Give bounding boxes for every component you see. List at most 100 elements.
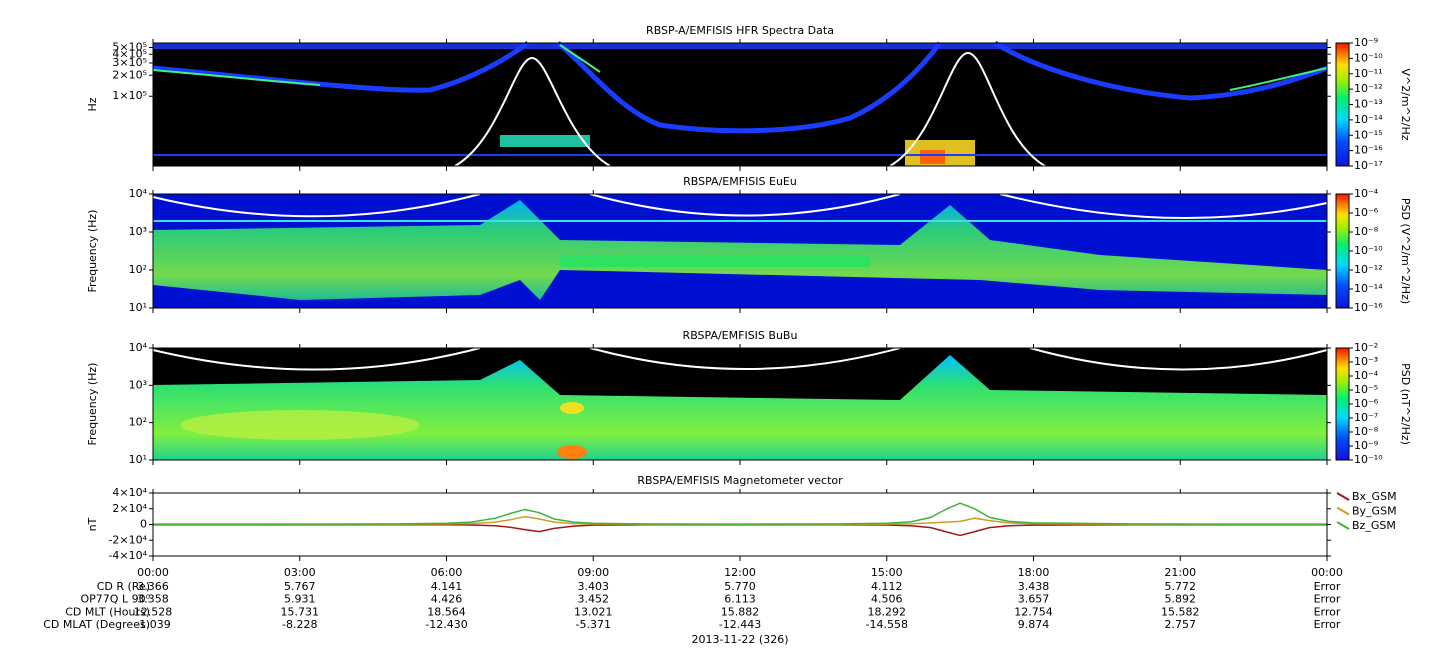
plot-frame: [152, 347, 1328, 461]
colorbar: [1335, 42, 1350, 167]
plot-frame: [152, 492, 1328, 557]
ephemeris-value: 12.528: [134, 605, 173, 618]
ephemeris-value: 15.582: [1161, 605, 1200, 618]
ephemeris-value: 5.767: [284, 580, 316, 593]
y-axis-label: nT: [86, 517, 99, 531]
ephemeris-value: 6.113: [724, 593, 756, 606]
y-tick-label: 10³: [129, 378, 147, 391]
ephemeris-value: 5.770: [724, 580, 756, 593]
colorbar-tick-label: 10⁻⁴: [1354, 187, 1379, 200]
ephemeris-value: 4.112: [871, 580, 903, 593]
colorbar-tick-label: 10⁻¹⁰: [1354, 244, 1383, 257]
ephemeris-value: 5.931: [284, 593, 316, 606]
y-axis-label: Frequency (Hz): [86, 210, 99, 293]
y-axis-label: Hz: [86, 97, 99, 111]
ephemeris-value: Error: [1314, 605, 1341, 618]
colorbar-tick-label: 10⁻¹⁴: [1354, 113, 1383, 126]
colorbar: [1335, 347, 1350, 461]
colorbar-tick-label: 10⁻¹¹: [1354, 67, 1383, 80]
ephemeris-value: 5.772: [1165, 580, 1197, 593]
y-tick-label: 0: [140, 518, 147, 531]
y-axis-label: Frequency (Hz): [86, 363, 99, 446]
colorbar-tick-label: 10⁻¹³: [1354, 98, 1383, 111]
x-tick-label: 21:00: [1164, 566, 1196, 579]
ephemeris-value: 3.657: [1018, 593, 1050, 606]
data-line: [153, 502, 1327, 525]
colorbar-tick-label: 10⁻¹⁰: [1354, 51, 1383, 64]
y-tick-label: 10¹: [129, 453, 147, 466]
ephemeris-value: 15.731: [281, 605, 320, 618]
spectrogram-image: [152, 347, 1328, 460]
colorbar-tick-label: 10⁻¹⁰: [1354, 453, 1383, 466]
ephemeris-value: 4.506: [871, 593, 903, 606]
x-tick-label: 12:00: [724, 566, 756, 579]
y-tick-label: 5×10⁵: [112, 40, 147, 53]
colorbar-tick-label: 10⁻¹⁵: [1354, 128, 1383, 141]
y-tick-label: 10³: [129, 225, 147, 238]
colorbar-tick-label: 10⁻¹²: [1354, 82, 1383, 95]
legend-label: Bz_GSM: [1352, 519, 1396, 532]
ephemeris-value: 15.882: [721, 605, 760, 618]
y-tick-label: 3×10⁵: [112, 56, 147, 69]
colorbar-tick-label: 10⁻⁸: [1354, 225, 1379, 238]
ephemeris-label: CD R (Re): [97, 580, 150, 593]
ephemeris-label: CD MLT (Hours): [65, 605, 150, 618]
ephemeris-value: 3.438: [1018, 580, 1050, 593]
x-tick-label: 00:00: [137, 566, 169, 579]
y-tick-label: 10²: [129, 263, 147, 276]
y-tick-label: 1×10⁵: [112, 89, 147, 102]
legend-label: By_GSM: [1352, 505, 1397, 518]
legend-swatch: [1336, 506, 1350, 516]
colorbar-tick-label: 10⁻⁶: [1354, 397, 1379, 410]
colorbar-label: PSD (V^2/m^2/Hz): [1399, 198, 1412, 304]
x-tick-label: 15:00: [871, 566, 903, 579]
ephemeris-value: -8.228: [282, 618, 317, 631]
spectrogram-image: [152, 40, 1328, 167]
ephemeris-value: 3.403: [578, 580, 610, 593]
y-tick-label: 10⁴: [129, 187, 148, 200]
colorbar-tick-label: 10⁻⁹: [1354, 439, 1378, 452]
ephemeris-value: 18.564: [427, 605, 466, 618]
ephemeris-value: 3.452: [578, 593, 610, 606]
y-tick-label: -2×10⁴: [108, 533, 147, 546]
colorbar-tick-label: 10⁻⁵: [1354, 383, 1378, 396]
data-line: [153, 523, 1327, 537]
panel-title: RBSPA/EMFISIS Magnetometer vector: [637, 474, 843, 487]
data-line: [153, 515, 1327, 526]
y-tick-label: 2×10⁴: [112, 502, 147, 515]
legend-label: Bx_GSM: [1352, 490, 1397, 503]
colorbar-label: V^2/m^2/Hz: [1399, 68, 1412, 140]
ephemeris-value: 3.358: [137, 593, 169, 606]
colorbar-tick-label: 10⁻⁴: [1354, 369, 1379, 382]
ephemeris-label: CD MLAT (Degrees): [43, 618, 150, 631]
ephemeris-value: -1.039: [135, 618, 170, 631]
x-tick-label: 09:00: [577, 566, 609, 579]
colorbar-tick-label: 10⁻¹⁷: [1354, 159, 1383, 172]
ephemeris-value: -5.371: [576, 618, 611, 631]
x-tick-label: 00:00: [1311, 566, 1343, 579]
x-tick-label: 18:00: [1018, 566, 1050, 579]
panel-title: RBSPA/EMFISIS BuBu: [683, 329, 798, 342]
colorbar-tick-label: 10⁻¹⁶: [1354, 301, 1383, 314]
y-tick-label: 10²: [129, 416, 147, 429]
y-tick-label: 2×10⁵: [112, 68, 147, 81]
ephemeris-value: Error: [1314, 593, 1341, 606]
panel-title: RBSP-A/EMFISIS HFR Spectra Data: [646, 24, 834, 37]
legend-swatch: [1336, 521, 1350, 530]
spectrogram-image: [152, 193, 1328, 308]
ephemeris-value: -12.443: [719, 618, 761, 631]
y-tick-label: 10⁴: [129, 341, 148, 354]
colorbar-tick-label: 10⁻⁷: [1354, 411, 1378, 424]
colorbar-tick-label: 10⁻¹⁶: [1354, 144, 1383, 157]
plot-frame: [152, 42, 1328, 167]
colorbar-tick-label: 10⁻¹²: [1354, 263, 1383, 276]
ephemeris-value: 13.021: [574, 605, 613, 618]
ephemeris-value: 9.874: [1018, 618, 1050, 631]
colorbar-tick-label: 10⁻⁹: [1354, 36, 1378, 49]
ephemeris-value: 12.754: [1014, 605, 1053, 618]
colorbar: [1335, 193, 1350, 309]
colorbar-tick-label: 10⁻⁶: [1354, 206, 1379, 219]
ephemeris-value: Error: [1314, 580, 1341, 593]
legend-swatch: [1336, 492, 1350, 501]
